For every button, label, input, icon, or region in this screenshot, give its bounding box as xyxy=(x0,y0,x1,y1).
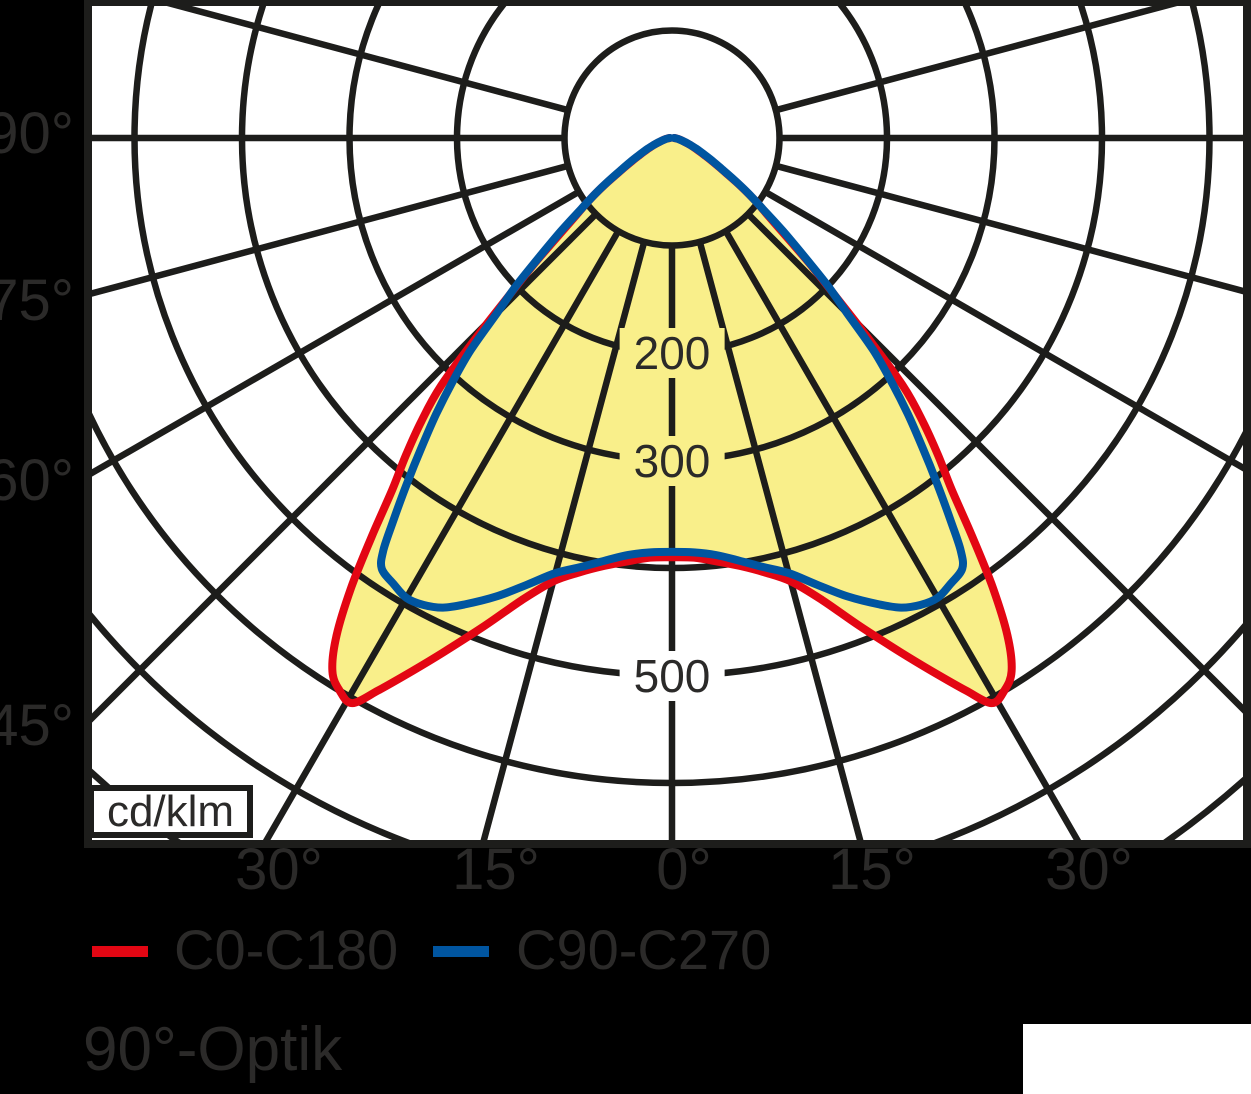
side-angle-label-75°: 75° xyxy=(0,268,74,333)
side-angle-label-45°: 45° xyxy=(0,693,74,758)
side-angle-label-60°: 60° xyxy=(0,448,74,513)
white-corner-rect xyxy=(1023,1024,1251,1094)
bottom-angle-label-30°: 30° xyxy=(1045,837,1133,902)
bottom-angle-label-15°: 15° xyxy=(452,837,540,902)
legend-label-c0-c180: C0-C180 xyxy=(174,918,399,981)
legend-label-c90-c270: C90-C270 xyxy=(516,918,772,981)
chart-title: 90°-Optik xyxy=(83,1015,343,1084)
ring-label-300: 300 xyxy=(619,435,725,486)
legend-swatch-c90-c270 xyxy=(433,946,489,957)
unit-box: cd/klm xyxy=(88,785,253,838)
legend-swatch-c0-c180 xyxy=(92,946,148,957)
unit-label: cd/klm xyxy=(106,786,235,836)
curve-c90-c270 xyxy=(376,134,968,612)
bottom-angle-label-15°: 15° xyxy=(828,837,916,902)
ring-label-500: 500 xyxy=(619,650,725,701)
bottom-angle-label-30°: 30° xyxy=(235,837,323,902)
side-angle-label-90°: 90° xyxy=(0,101,74,166)
ring-label-200: 200 xyxy=(619,328,725,378)
bottom-angle-label-0°: 0° xyxy=(656,837,712,902)
